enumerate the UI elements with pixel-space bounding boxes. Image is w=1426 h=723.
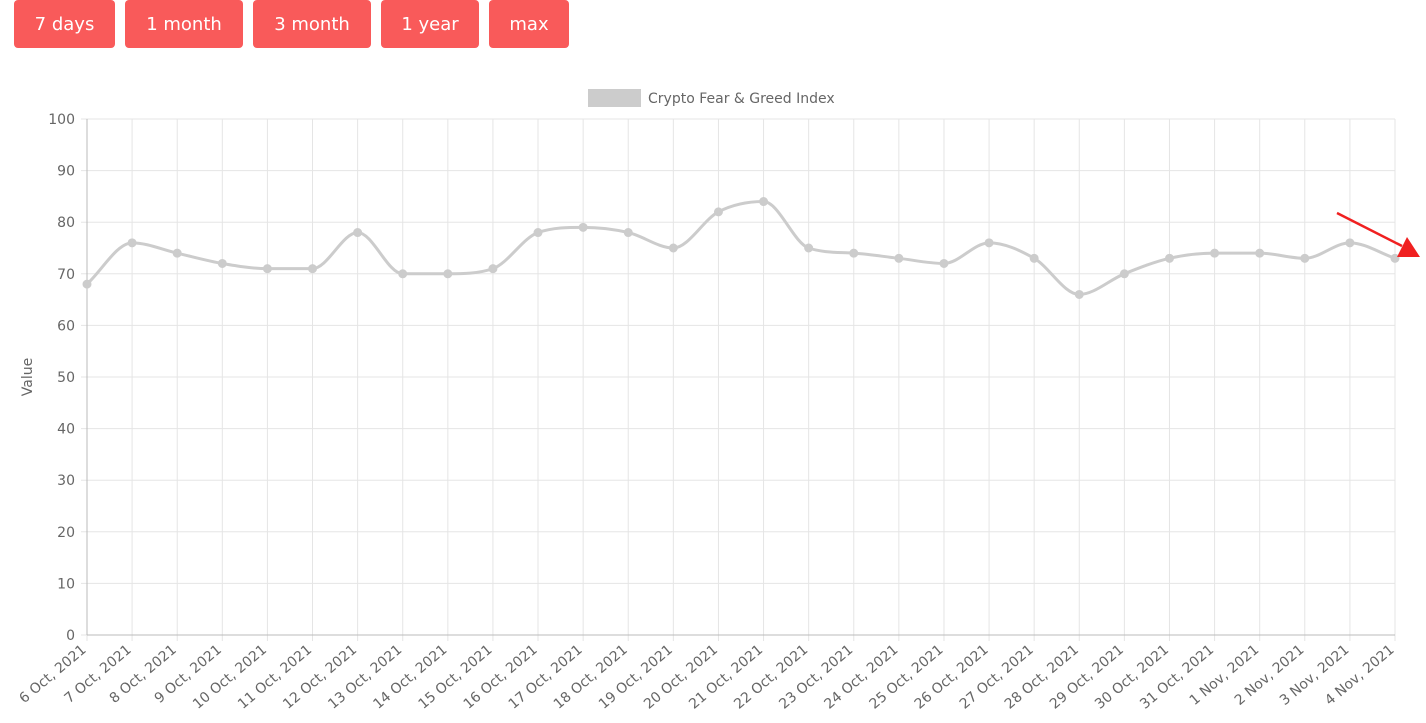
data-point bbox=[1255, 248, 1265, 258]
data-point bbox=[353, 228, 363, 238]
range-1-year-button[interactable]: 1 year bbox=[381, 0, 479, 48]
y-tick-label: 40 bbox=[57, 422, 75, 438]
data-point bbox=[759, 197, 769, 207]
data-point bbox=[217, 258, 227, 268]
series-line bbox=[85, 200, 1396, 296]
data-point bbox=[578, 222, 588, 232]
y-tick-label: 0 bbox=[66, 628, 75, 644]
data-point bbox=[308, 264, 318, 274]
data-point bbox=[533, 228, 543, 238]
data-point bbox=[1029, 253, 1039, 263]
data-point bbox=[623, 228, 633, 238]
data-point bbox=[127, 238, 137, 248]
data-point bbox=[262, 264, 272, 274]
y-tick-label: 50 bbox=[57, 370, 75, 386]
range-3-month-button[interactable]: 3 month bbox=[253, 0, 371, 48]
data-point bbox=[894, 253, 904, 263]
legend-swatch bbox=[588, 89, 641, 107]
annotation-arrow-shaft bbox=[1336, 211, 1403, 248]
y-axis-title: Value bbox=[20, 358, 36, 396]
chart-annotation bbox=[1336, 211, 1420, 257]
range-1-month-button[interactable]: 1 month bbox=[125, 0, 243, 48]
legend-label: Crypto Fear & Greed Index bbox=[648, 91, 835, 107]
data-point bbox=[849, 248, 859, 258]
y-tick-label: 30 bbox=[57, 473, 75, 489]
data-point bbox=[804, 243, 814, 253]
range-button-group: 7 days 1 month 3 month 1 year max bbox=[14, 0, 569, 48]
data-point bbox=[1210, 248, 1220, 258]
chart-series bbox=[82, 197, 1400, 299]
data-point bbox=[1119, 269, 1129, 279]
data-point bbox=[668, 243, 678, 253]
data-point bbox=[398, 269, 408, 279]
y-tick-label: 80 bbox=[57, 215, 75, 231]
y-tick-label: 20 bbox=[57, 525, 75, 541]
data-point bbox=[1074, 289, 1084, 299]
y-tick-label: 10 bbox=[57, 576, 75, 592]
data-point bbox=[172, 248, 182, 258]
range-max-button[interactable]: max bbox=[489, 0, 569, 48]
data-point bbox=[82, 279, 92, 289]
y-tick-label: 60 bbox=[57, 318, 75, 334]
data-point bbox=[488, 264, 498, 274]
range-7-days-button[interactable]: 7 days bbox=[14, 0, 115, 48]
chart-grid bbox=[81, 118, 1396, 641]
data-point bbox=[939, 258, 949, 268]
y-tick-label: 100 bbox=[48, 112, 75, 128]
data-point bbox=[1164, 253, 1174, 263]
data-point bbox=[443, 269, 453, 279]
chart-legend: Crypto Fear & Greed Index bbox=[588, 89, 835, 107]
data-point bbox=[1300, 253, 1310, 263]
data-point bbox=[713, 207, 723, 217]
data-point bbox=[984, 238, 994, 248]
data-point bbox=[1345, 238, 1355, 248]
annotation-arrow-head bbox=[1397, 237, 1420, 257]
data-point bbox=[1390, 253, 1400, 263]
y-tick-label: 70 bbox=[57, 267, 75, 283]
y-tick-label: 90 bbox=[57, 164, 75, 180]
